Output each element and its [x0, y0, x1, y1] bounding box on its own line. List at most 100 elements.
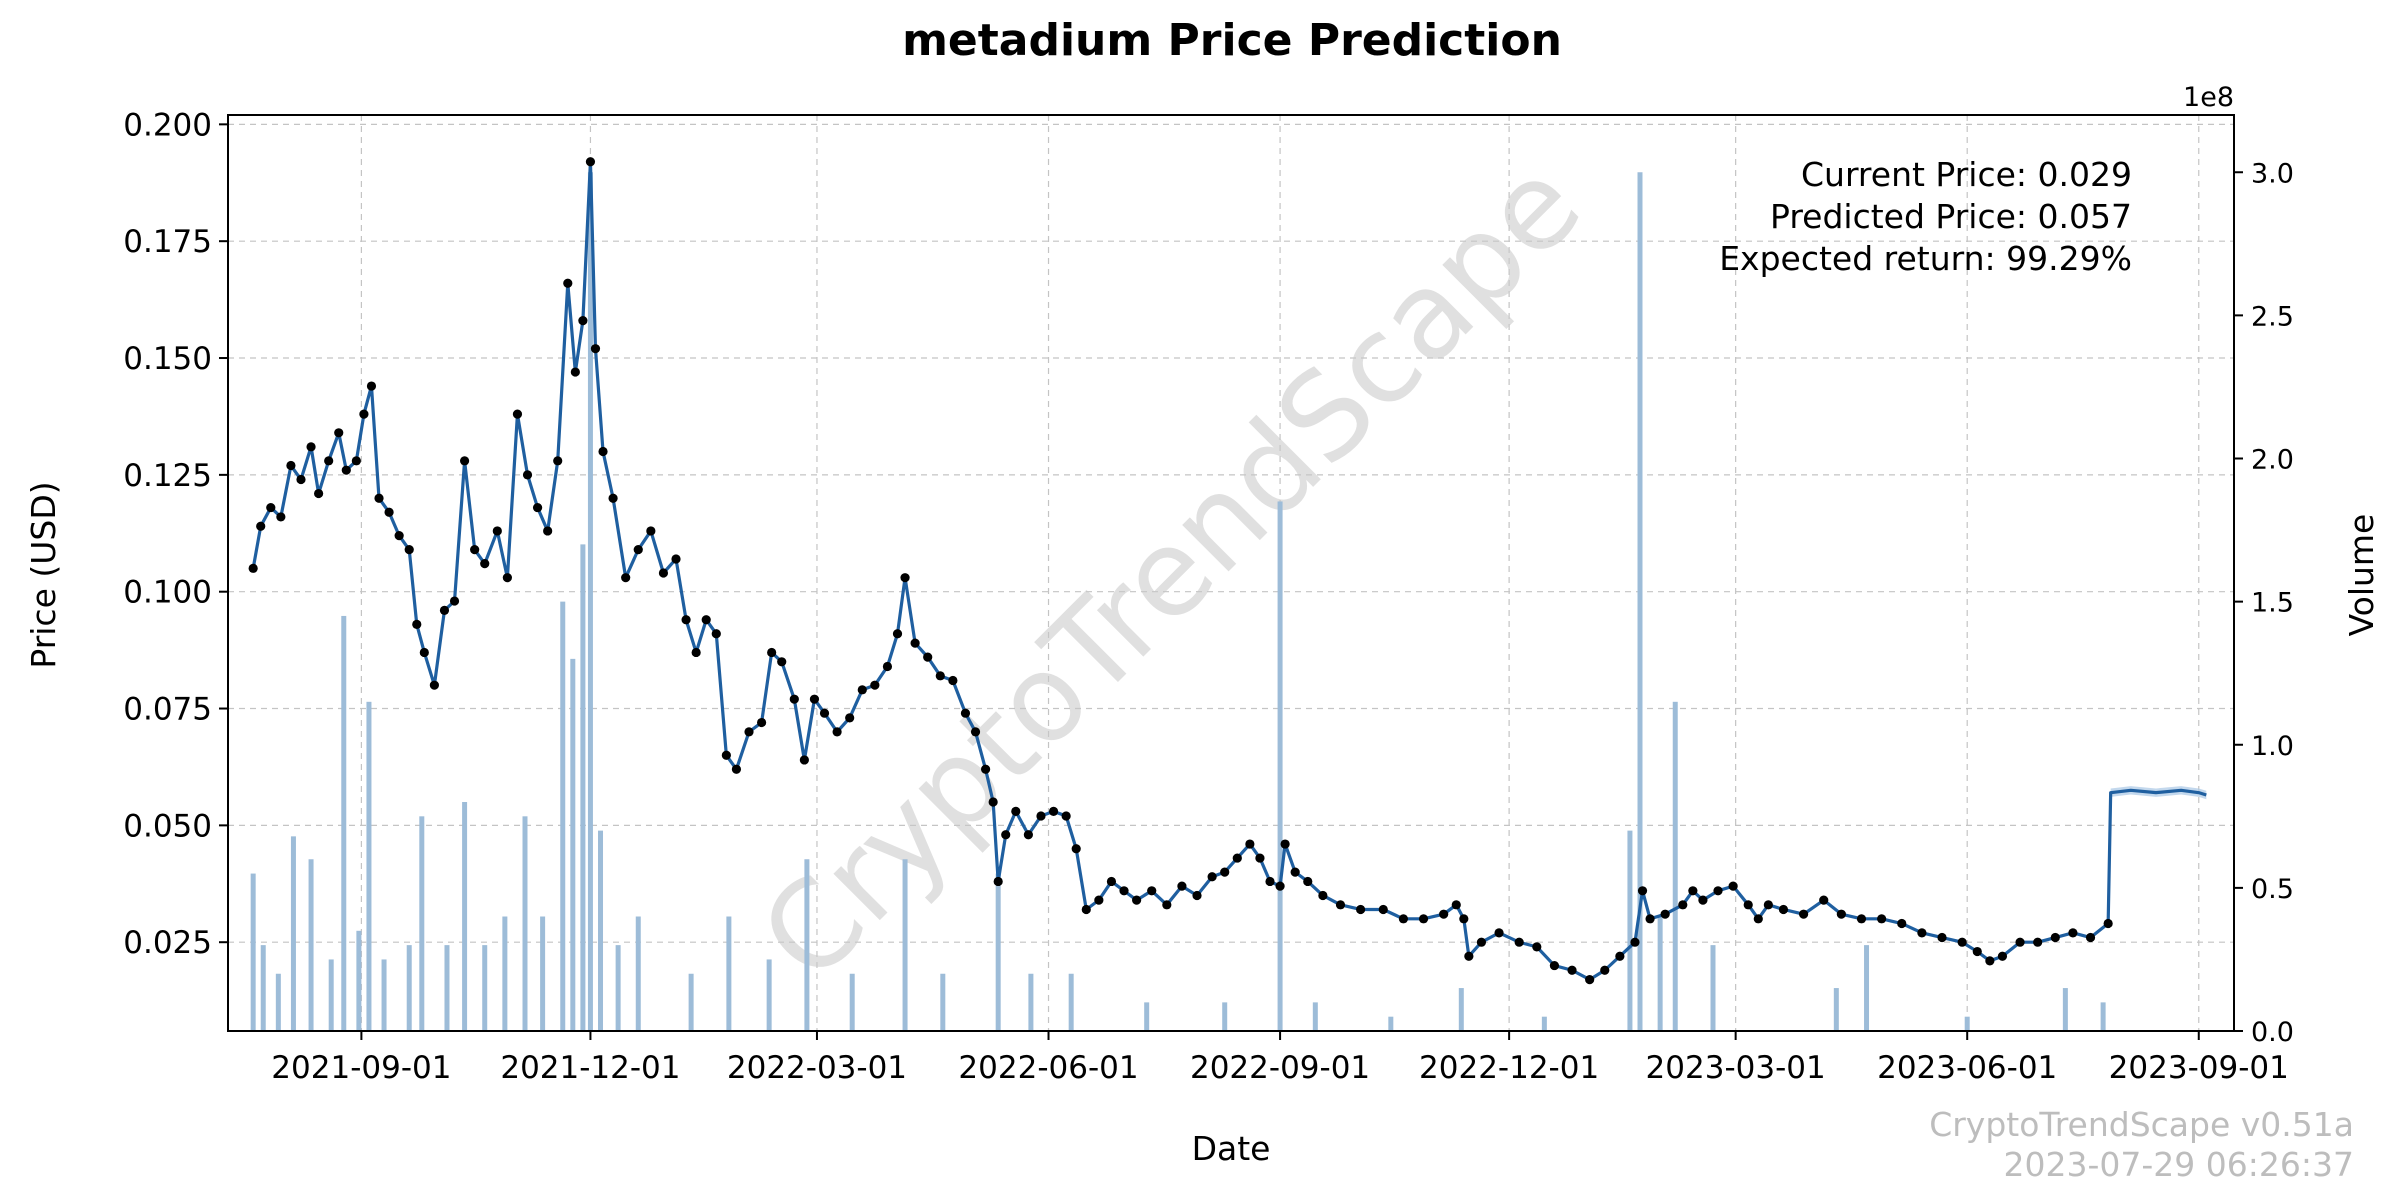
volume-bar [688, 973, 694, 1031]
volume-bar [482, 945, 488, 1031]
price-point [1585, 974, 1595, 985]
price-point [404, 545, 414, 555]
y-tick-label: 0.050 [123, 808, 212, 844]
x-tick-label: 2022-12-01 [1419, 1050, 1599, 1086]
price-point [1192, 890, 1202, 901]
price-point [1335, 900, 1346, 910]
price-point [608, 493, 618, 503]
price-point [681, 615, 691, 625]
price-point [671, 554, 681, 564]
price-point [1637, 886, 1648, 896]
price-point [857, 685, 867, 695]
x-tick-label: 2023-06-01 [1877, 1050, 2057, 1086]
price-point [1119, 886, 1129, 896]
footer-version: CryptoTrendScape v0.51a [1929, 1105, 2354, 1144]
price-point [1743, 900, 1753, 910]
price-point [1356, 904, 1366, 915]
volume-bar [406, 945, 412, 1031]
volume-bar [341, 615, 347, 1031]
volume-bar [328, 959, 334, 1031]
price-point [570, 367, 580, 377]
price-point [1753, 914, 1763, 924]
volume-bar [849, 973, 855, 1031]
price-point [1957, 937, 1967, 947]
price-point [1630, 937, 1640, 947]
price-point [1255, 853, 1265, 863]
price-point [910, 638, 920, 648]
y-tick-label: 0.150 [123, 341, 212, 377]
volume-bar [540, 916, 546, 1031]
price-point [2103, 918, 2113, 929]
price-point [1061, 811, 1071, 821]
volume-bar [2062, 988, 2068, 1031]
price-point [832, 727, 842, 737]
price-point [923, 652, 933, 662]
price-point [374, 493, 384, 503]
y-axis-ticks: 0.025 0.050 0.075 0.100 0.125 0.150 0.175 0.200 [123, 107, 228, 961]
watermark: CryptoTrendScape [735, 135, 1607, 1007]
volume-bar [444, 945, 450, 1031]
price-point [1678, 900, 1688, 910]
price-point [1418, 914, 1429, 924]
volume-bars [250, 172, 2106, 1031]
y-tick-label: 0.125 [123, 458, 212, 494]
x-tick-label: 2022-09-01 [1190, 1050, 1370, 1086]
volume-bar [275, 973, 281, 1031]
price-point [1451, 900, 1461, 910]
price-point [532, 502, 543, 513]
price-point [1856, 914, 1867, 924]
volume-bar [290, 836, 296, 1031]
price-point [429, 680, 439, 690]
volume-bar [1277, 501, 1283, 1031]
price-point [276, 512, 286, 522]
price-point [296, 474, 306, 485]
price-point [777, 657, 787, 667]
x-tick-label: 2022-06-01 [958, 1050, 1138, 1086]
volume-bar [580, 544, 586, 1031]
volume-bar [902, 859, 908, 1031]
volume-bar [766, 959, 772, 1031]
price-point [1937, 932, 1947, 943]
volume-bar [1657, 916, 1663, 1031]
volume-bar [502, 916, 508, 1031]
price-point [1290, 867, 1300, 877]
price-point [306, 442, 316, 452]
volume-bar [560, 601, 566, 1031]
plot-frame [227, 114, 2235, 1032]
price-point [439, 605, 450, 615]
price-point [621, 573, 631, 583]
y2-tick-label: 3.0 [2251, 158, 2294, 189]
y2-axis-exponent: 1e8 [2183, 82, 2234, 113]
volume-bar [1144, 1002, 1150, 1031]
price-point [882, 661, 893, 672]
y2-tick-label: 2.0 [2251, 445, 2294, 476]
price-point [1997, 951, 2008, 961]
price-point [598, 446, 608, 457]
price-point [2085, 932, 2096, 943]
price-point [351, 456, 361, 466]
price-point [1819, 895, 1829, 905]
price-point [1398, 914, 1409, 924]
y-tick-label: 0.100 [123, 575, 212, 611]
price-point [892, 629, 903, 639]
volume-bar [522, 816, 528, 1031]
volume-bar [1627, 830, 1633, 1031]
price-point [646, 526, 656, 536]
price-point [492, 526, 502, 536]
price-point [1106, 876, 1117, 887]
price-point [459, 456, 470, 466]
x-tick-label: 2022-03-01 [727, 1050, 907, 1086]
price-point [449, 596, 460, 606]
price-point [1567, 965, 1577, 975]
price-point [1303, 876, 1313, 887]
price-point [1799, 909, 1809, 919]
volume-bar [356, 930, 362, 1031]
price-point [1600, 965, 1610, 975]
price-point [1036, 811, 1046, 821]
price-point [359, 409, 369, 419]
volume-bar [1541, 1016, 1547, 1031]
price-point [1660, 909, 1670, 919]
y2-tick-label: 1.0 [2251, 731, 2294, 762]
volume-bar [381, 959, 387, 1031]
x-tick-label: 2021-12-01 [500, 1050, 680, 1086]
